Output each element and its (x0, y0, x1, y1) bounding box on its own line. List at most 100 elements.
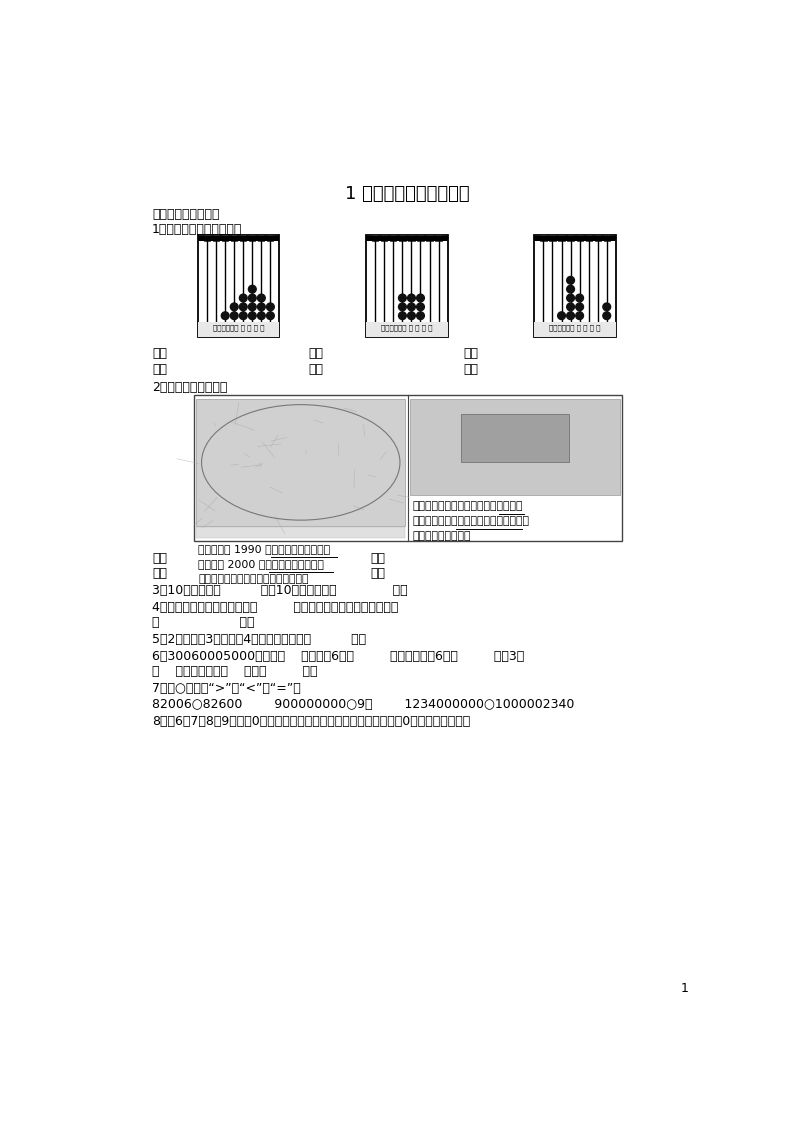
Text: 7、在○内填上“>”、“<”或“=”。: 7、在○内填上“>”、“<”或“=”。 (152, 683, 301, 695)
Text: 1 大数的认识单元测试卷: 1 大数的认识单元测试卷 (345, 185, 469, 203)
Bar (549, 235, 556, 241)
Bar (204, 235, 210, 241)
Circle shape (576, 294, 584, 302)
Circle shape (407, 294, 415, 302)
Text: 全球森林从 1990 年的三十九亿六千万公: 全球森林从 1990 年的三十九亿六千万公 (198, 545, 330, 555)
Bar (194, 395, 622, 541)
Bar (585, 235, 592, 241)
Bar (249, 235, 256, 241)
Text: 读作: 读作 (152, 364, 167, 376)
Circle shape (417, 294, 424, 302)
Text: （    ）位上，表示（    ）个（         ）。: （ ）位上，表示（ ）个（ ）。 (152, 665, 318, 678)
Circle shape (230, 303, 238, 311)
Bar (196, 399, 406, 526)
Text: 中国国家图书馆馆舍面积是十七万平方: 中国国家图书馆馆舍面积是十七万平方 (412, 501, 523, 511)
Bar (258, 235, 264, 241)
Text: 须。全球每年消失的森林近千万公须。: 须。全球每年消失的森林近千万公须。 (198, 574, 309, 584)
Circle shape (240, 312, 247, 320)
Bar (399, 235, 406, 241)
Text: 1、读出、写出下面各数。: 1、读出、写出下面各数。 (152, 222, 242, 236)
Circle shape (257, 312, 265, 320)
Text: 册，居世界第五位。: 册，居世界第五位。 (412, 530, 471, 540)
Bar (198, 322, 279, 337)
Bar (418, 235, 423, 241)
Text: 读作: 读作 (309, 364, 323, 376)
Text: 写作: 写作 (152, 567, 167, 579)
Circle shape (567, 294, 574, 302)
Bar (198, 237, 279, 241)
Text: （                    ）。: （ ）。 (152, 617, 254, 629)
Text: 米，居世界第二位；藏书二千一百六十万: 米，居世界第二位；藏书二千一百六十万 (412, 515, 530, 526)
Text: 读作: 读作 (464, 364, 479, 376)
Text: 写作: 写作 (309, 347, 323, 359)
Text: 2、写出横线上的数。: 2、写出横线上的数。 (152, 381, 227, 394)
Text: 1: 1 (680, 982, 688, 995)
Bar (222, 235, 229, 241)
Circle shape (267, 312, 274, 320)
Circle shape (407, 303, 415, 311)
Bar (603, 235, 610, 241)
Circle shape (407, 312, 415, 320)
Bar (461, 414, 569, 463)
Bar (240, 235, 246, 241)
Circle shape (257, 294, 265, 302)
Text: 写作: 写作 (371, 553, 386, 565)
Circle shape (267, 303, 274, 311)
Text: 8、用6、7、8、9和三个0组成一个最小的七位数，并且这个数中一个0也不读，这个数是: 8、用6、7、8、9和三个0组成一个最小的七位数，并且这个数中一个0也不读，这个… (152, 714, 470, 728)
Circle shape (249, 303, 256, 311)
Text: 写作: 写作 (152, 553, 167, 565)
Text: 一、读一读，写一写: 一、读一读，写一写 (152, 208, 219, 221)
Circle shape (603, 312, 611, 320)
Text: 写作: 写作 (371, 567, 386, 579)
Text: 写作: 写作 (152, 347, 167, 359)
Circle shape (399, 294, 407, 302)
Bar (534, 237, 616, 241)
Circle shape (399, 312, 407, 320)
Circle shape (567, 285, 574, 293)
Bar (568, 235, 574, 241)
Circle shape (576, 312, 584, 320)
Circle shape (567, 276, 574, 284)
Circle shape (222, 312, 229, 320)
Bar (366, 235, 448, 337)
Text: 须下降到 2000 年的二十八亿七千万公: 须下降到 2000 年的二十八亿七千万公 (198, 559, 324, 569)
Circle shape (417, 312, 424, 320)
Bar (366, 322, 448, 337)
Circle shape (557, 312, 565, 320)
Bar (558, 235, 565, 241)
Circle shape (576, 303, 584, 311)
Bar (213, 235, 219, 241)
Text: 千万百万十万 千 百 十 个: 千万百万十万 千 百 十 个 (213, 325, 264, 331)
Circle shape (603, 303, 611, 311)
Text: 写作: 写作 (464, 347, 479, 359)
Bar (366, 237, 448, 241)
Bar (196, 528, 406, 538)
Circle shape (230, 312, 238, 320)
Bar (198, 235, 279, 337)
Circle shape (240, 294, 247, 302)
Text: 千万百万十万 千 百 十 个: 千万百万十万 千 百 十 个 (549, 325, 601, 331)
Bar (268, 235, 273, 241)
Bar (541, 235, 546, 241)
Circle shape (249, 312, 256, 320)
Bar (408, 235, 414, 241)
Text: 5、2个百亿，3个百万和4个百组成的数是（          ）。: 5、2个百亿，3个百万和4个百组成的数是（ ）。 (152, 633, 366, 646)
Bar (391, 235, 396, 241)
Circle shape (249, 294, 256, 302)
Circle shape (249, 285, 256, 293)
Circle shape (567, 312, 574, 320)
Bar (435, 235, 441, 241)
Text: 3、10个一万是（          ），10个一百万是（              ）。: 3、10个一万是（ ），10个一百万是（ ）。 (152, 584, 407, 596)
Bar (381, 235, 387, 241)
Bar (426, 235, 433, 241)
Circle shape (257, 303, 265, 311)
Circle shape (240, 303, 247, 311)
Text: 千万百万十万 千 百 十 个: 千万百万十万 千 百 十 个 (381, 325, 433, 331)
Text: 4、一个五位数的最高数位是（         ）位。请写出一个你喜欢的五位: 4、一个五位数的最高数位是（ ）位。请写出一个你喜欢的五位 (152, 601, 399, 613)
Text: 6、30060005000是一个（    ）位数，6在（         ）位上，表示6个（         ），3在: 6、30060005000是一个（ ）位数，6在（ ）位上，表示6个（ ），3在 (152, 650, 524, 663)
Bar (576, 235, 583, 241)
Circle shape (417, 303, 424, 311)
Bar (231, 235, 237, 241)
Text: 82006○82600        900000000○9亿        1234000000○1000002340: 82006○82600 900000000○9亿 1234000000○1000… (152, 697, 574, 711)
Bar (534, 322, 616, 337)
